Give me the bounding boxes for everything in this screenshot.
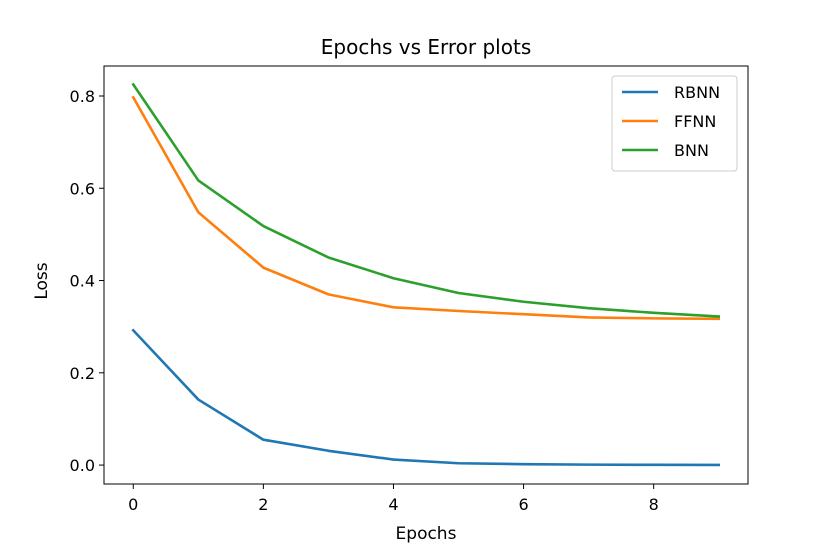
y-tick-label: 0.4	[70, 272, 95, 291]
x-tick-label: 8	[649, 495, 659, 514]
legend-label-rbnn: RBNN	[674, 83, 720, 102]
series-line-ffnn	[131, 95, 721, 321]
x-tick-label: 4	[388, 495, 398, 514]
legend: RBNN FFNN BNN	[611, 75, 738, 172]
plot-frame	[103, 65, 749, 485]
series-line-bnn	[131, 82, 721, 318]
axes: 0 2 4 6 8 0.0 0.2 0.4 0.6 0.8	[70, 87, 659, 514]
plot-area	[131, 82, 721, 467]
legend-label-bnn: BNN	[674, 141, 709, 160]
x-tick-label: 0	[128, 495, 138, 514]
legend-label-ffnn: FFNN	[674, 112, 716, 131]
chart-title: Epochs vs Error plots	[321, 35, 532, 59]
y-axis-label: Loss	[32, 262, 52, 299]
x-axis-label: Epochs	[396, 524, 457, 544]
y-tick-label: 0.8	[70, 87, 95, 106]
series-line-rbnn	[131, 328, 721, 467]
y-tick-label: 0.2	[70, 364, 95, 383]
y-tick-label: 0.0	[70, 456, 95, 475]
x-tick-label: 2	[258, 495, 268, 514]
x-tick-label: 6	[518, 495, 528, 514]
y-tick-label: 0.6	[70, 179, 95, 198]
legend-box	[611, 75, 738, 172]
